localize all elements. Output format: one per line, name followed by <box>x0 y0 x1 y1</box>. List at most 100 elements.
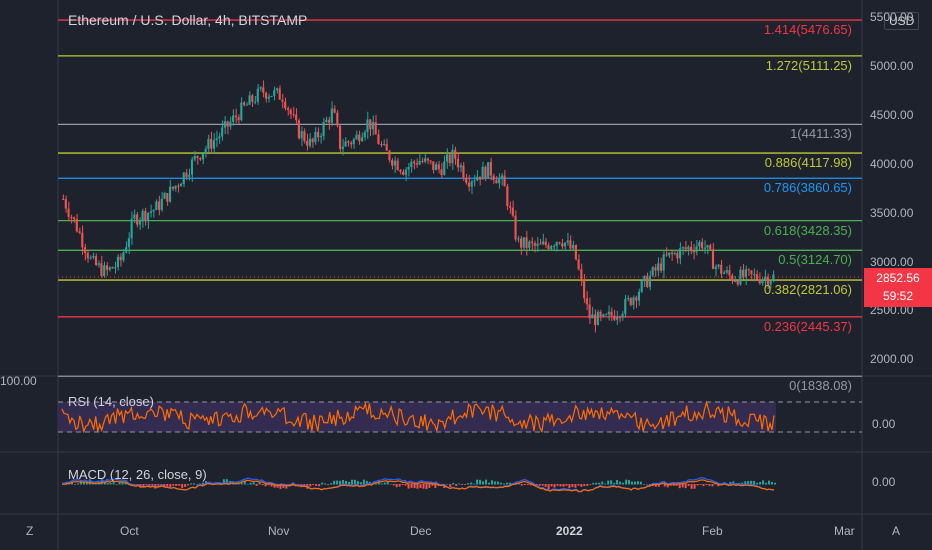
price-axis-tick: 5500.00 <box>870 9 914 24</box>
candle-body <box>262 87 265 93</box>
candle-body <box>399 170 402 172</box>
candle-body <box>333 108 336 113</box>
candle-body <box>541 241 545 245</box>
macd-histogram-bar <box>735 483 738 485</box>
macd-histogram-bar <box>327 484 330 485</box>
macd-histogram-bar <box>675 484 678 486</box>
macd-histogram-bar <box>157 484 160 486</box>
macd-histogram-bar <box>502 483 505 485</box>
macd-histogram-bar <box>645 483 648 485</box>
macd-label[interactable]: MACD (12, 26, close, 9) <box>68 467 207 482</box>
candle-body <box>336 112 339 126</box>
macd-histogram-bar <box>106 482 109 485</box>
candle-body <box>201 153 204 160</box>
candle-body <box>429 160 432 162</box>
macd-histogram-bar <box>493 481 496 485</box>
macd-histogram-bar <box>633 481 636 485</box>
candle-body <box>188 174 191 177</box>
macd-histogram-bar <box>747 481 750 485</box>
macd-histogram-bar <box>690 484 693 489</box>
candle-body <box>544 241 547 246</box>
candle-body <box>190 159 194 175</box>
macd-histogram-bar <box>774 482 776 485</box>
candle-body <box>248 95 251 105</box>
macd-histogram-bar <box>529 484 532 486</box>
candle-body <box>722 272 726 274</box>
candle-body <box>256 88 259 102</box>
candle-body <box>215 138 218 141</box>
candle-body <box>415 163 418 165</box>
candle-body <box>72 217 76 220</box>
macd-histogram-bar <box>118 482 121 485</box>
rsi-label[interactable]: RSI (14, close) <box>68 394 154 409</box>
candle-body <box>100 263 103 276</box>
candle-body <box>179 184 183 187</box>
candle-body <box>511 207 514 216</box>
candle-body <box>385 144 388 151</box>
macd-histogram-bar <box>556 484 559 486</box>
macd-histogram-bar <box>446 483 449 485</box>
macd-histogram-bar <box>592 482 595 485</box>
macd-histogram-bar <box>222 479 225 485</box>
candle-body <box>558 242 561 244</box>
candle-body <box>574 244 577 260</box>
macd-histogram-bar <box>315 484 318 486</box>
macd-histogram-bar <box>324 483 327 485</box>
candle-body <box>555 242 558 247</box>
candle-body <box>193 156 196 160</box>
macd-histogram-bar <box>660 483 663 485</box>
candle-body <box>163 193 166 199</box>
macd-histogram-bar <box>771 482 774 485</box>
candle-body <box>108 267 111 270</box>
candle-body <box>423 158 427 162</box>
macd-histogram-bar <box>270 484 273 487</box>
macd-histogram-bar <box>681 484 684 488</box>
fib-level-label: 1.414(5476.65) <box>763 22 852 38</box>
candle-body <box>755 274 758 280</box>
candle-body <box>585 298 588 305</box>
candle-body <box>138 220 141 225</box>
candle-body <box>437 164 440 170</box>
rsi-value-tick: 0.00 <box>872 417 896 431</box>
macd-histogram-bar <box>559 484 562 487</box>
candle-body <box>404 169 407 175</box>
macd-histogram-bar <box>628 479 631 485</box>
macd-histogram-bar <box>488 482 491 485</box>
macd-histogram-bar <box>383 482 386 485</box>
currency-button[interactable]: USD <box>884 12 920 30</box>
chart-title: Ethereum / U.S. Dollar, 4h, BITSTAMP <box>68 12 308 28</box>
macd-histogram-bar <box>470 482 473 485</box>
macd-histogram-bar <box>514 484 517 485</box>
candle-body <box>476 176 479 181</box>
candle-body <box>536 243 539 246</box>
macd-histogram-bar <box>508 482 511 485</box>
fib-level-label: 0.886(4117.98) <box>764 155 852 171</box>
macd-histogram-bar <box>82 482 85 485</box>
auto-scale-button[interactable]: A <box>892 524 901 538</box>
candle-body <box>218 136 221 139</box>
candle-body <box>659 263 662 271</box>
macd-histogram-bar <box>422 484 425 489</box>
macd-histogram-bar <box>237 483 240 485</box>
macd-histogram-bar <box>425 484 428 490</box>
macd-histogram-bar <box>267 484 270 486</box>
macd-histogram-bar <box>461 484 464 485</box>
candle-body <box>275 88 279 91</box>
macd-histogram-bar <box>365 480 368 485</box>
macd-histogram-bar <box>196 483 199 485</box>
candle-body <box>484 166 487 179</box>
zoom-reset-button[interactable]: Z <box>26 524 34 538</box>
candle-body <box>552 246 556 248</box>
candle-body <box>166 193 169 202</box>
macd-histogram-bar <box>505 482 508 485</box>
macd-histogram-bar <box>345 480 348 485</box>
macd-histogram-bar <box>657 484 660 487</box>
macd-histogram-bar <box>663 484 666 487</box>
candle-body <box>355 134 358 140</box>
macd-histogram-bar <box>148 484 151 486</box>
candle-body <box>654 267 657 271</box>
candle-body <box>539 243 542 245</box>
candle-body <box>210 138 213 149</box>
candle-body <box>451 149 454 164</box>
